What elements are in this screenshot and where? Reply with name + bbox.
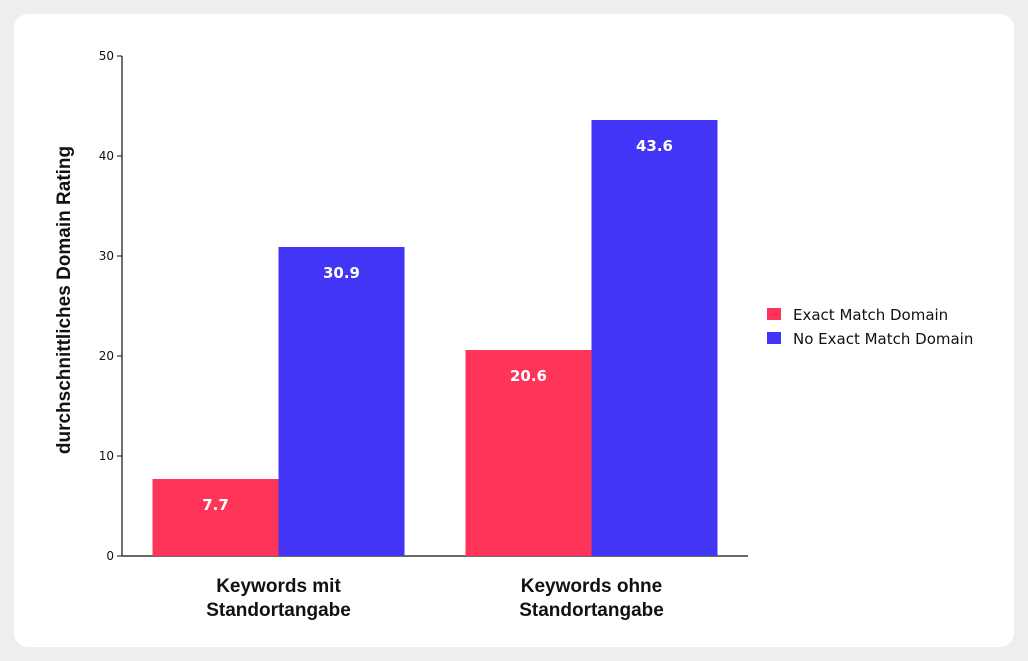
y-tick-label: 0 bbox=[106, 549, 114, 563]
bar-no-exact-match-2 bbox=[591, 120, 718, 556]
legend-swatch bbox=[767, 308, 781, 320]
x-tick-label: Keywords mit Standortangabe bbox=[206, 576, 351, 621]
bar-exact-match-2 bbox=[465, 350, 592, 556]
data-label: 30.9 bbox=[323, 264, 360, 282]
legend-label: Exact Match Domain bbox=[793, 306, 948, 324]
x-tick-label-line: Standortangabe bbox=[206, 600, 351, 621]
y-tick-label: 50 bbox=[99, 49, 114, 63]
legend: Exact Match Domain No Exact Match Domain bbox=[767, 306, 973, 348]
y-tick-label: 30 bbox=[99, 249, 114, 263]
x-tick-label-line: Keywords ohne bbox=[521, 576, 662, 597]
y-tick-label: 20 bbox=[99, 349, 114, 363]
y-axis-label: durchschnittliches Domain Rating bbox=[54, 146, 75, 454]
data-label: 7.7 bbox=[202, 496, 229, 514]
x-tick-label: Keywords ohne Standortangabe bbox=[519, 576, 664, 621]
legend-label: No Exact Match Domain bbox=[793, 330, 973, 348]
legend-swatch bbox=[767, 332, 781, 344]
x-axis: Keywords mit Standortangabe Keywords ohne S… bbox=[122, 555, 748, 621]
y-tick-label: 10 bbox=[99, 449, 114, 463]
y-axis: 0 10 20 30 40 50 bbox=[99, 49, 123, 563]
bars bbox=[152, 120, 718, 556]
bar-exact-match-1 bbox=[152, 479, 279, 556]
x-tick-label-line: Standortangabe bbox=[519, 600, 664, 621]
data-label: 20.6 bbox=[510, 367, 547, 385]
bar-no-exact-match-1 bbox=[278, 247, 405, 556]
data-label: 43.6 bbox=[636, 137, 673, 155]
y-tick-label: 40 bbox=[99, 149, 114, 163]
data-labels: 7.7 30.9 20.6 43.6 bbox=[202, 137, 673, 514]
x-tick-label-line: Keywords mit bbox=[216, 576, 341, 597]
